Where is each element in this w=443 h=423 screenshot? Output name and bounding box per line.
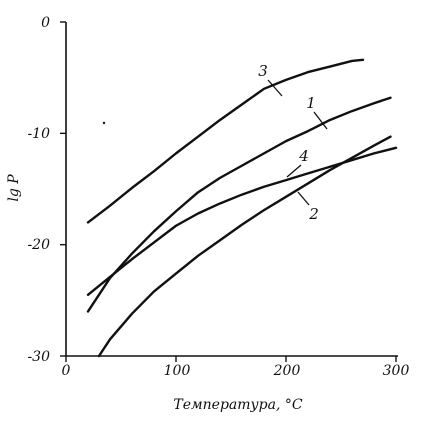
series-label-4: 4	[298, 147, 309, 165]
series-label-2: 2	[308, 205, 319, 223]
series-line-4	[86, 146, 398, 296]
y-tick-labels: 0 -10 -20 -30	[27, 15, 50, 365]
axes	[65, 22, 398, 357]
series-leader-1	[313, 111, 328, 130]
series-line-1	[86, 96, 392, 313]
series-label-1: 1	[306, 94, 316, 112]
x-tick-label-300: 300	[383, 363, 410, 379]
series-lines	[86, 58, 398, 358]
x-tick-label-0: 0	[62, 363, 71, 379]
x-tick-label-200: 200	[273, 363, 301, 379]
series-leader-3	[267, 79, 283, 97]
x-axis-title: Температура, °С	[173, 397, 302, 413]
x-ticks	[65, 356, 397, 362]
series-annotations: 3 1 4 2	[102, 62, 328, 223]
x-tick-labels: 0 100 200 300	[62, 363, 410, 379]
series-line-3	[86, 58, 365, 224]
x-tick-label-100: 100	[164, 363, 191, 379]
y-tick-label-minus-10: -10	[27, 126, 50, 142]
small-dot-mark	[102, 121, 106, 125]
y-axis-title: lg P	[6, 174, 22, 202]
y-tick-label-minus-30: -30	[27, 349, 50, 365]
y-tick-label-minus-20: -20	[27, 237, 50, 253]
y-tick-label-0: 0	[41, 15, 50, 31]
series-leader-4	[286, 164, 302, 178]
series-line-2	[97, 135, 392, 358]
series-label-3: 3	[258, 62, 268, 80]
y-ticks	[60, 21, 66, 357]
series-leader-2	[297, 191, 310, 206]
